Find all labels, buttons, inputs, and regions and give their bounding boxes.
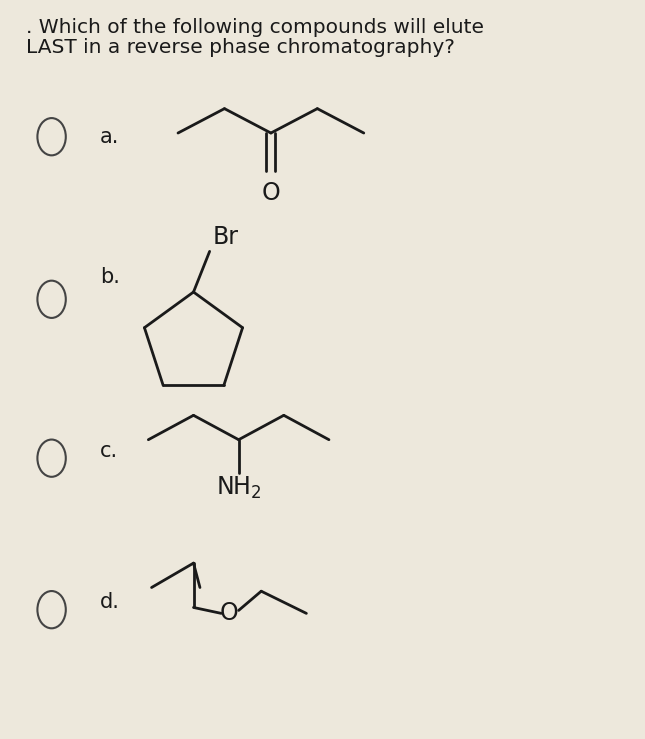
Text: c.: c. (100, 440, 118, 461)
Text: a.: a. (100, 126, 119, 147)
Text: O: O (261, 181, 281, 205)
Text: LAST in a reverse phase chromatography?: LAST in a reverse phase chromatography? (26, 38, 455, 58)
Text: Br: Br (213, 225, 239, 249)
Text: NH$_2$: NH$_2$ (216, 475, 261, 501)
Text: d.: d. (100, 592, 120, 613)
Text: O: O (219, 602, 239, 625)
Text: . Which of the following compounds will elute: . Which of the following compounds will … (26, 18, 484, 38)
Text: b.: b. (100, 267, 120, 287)
